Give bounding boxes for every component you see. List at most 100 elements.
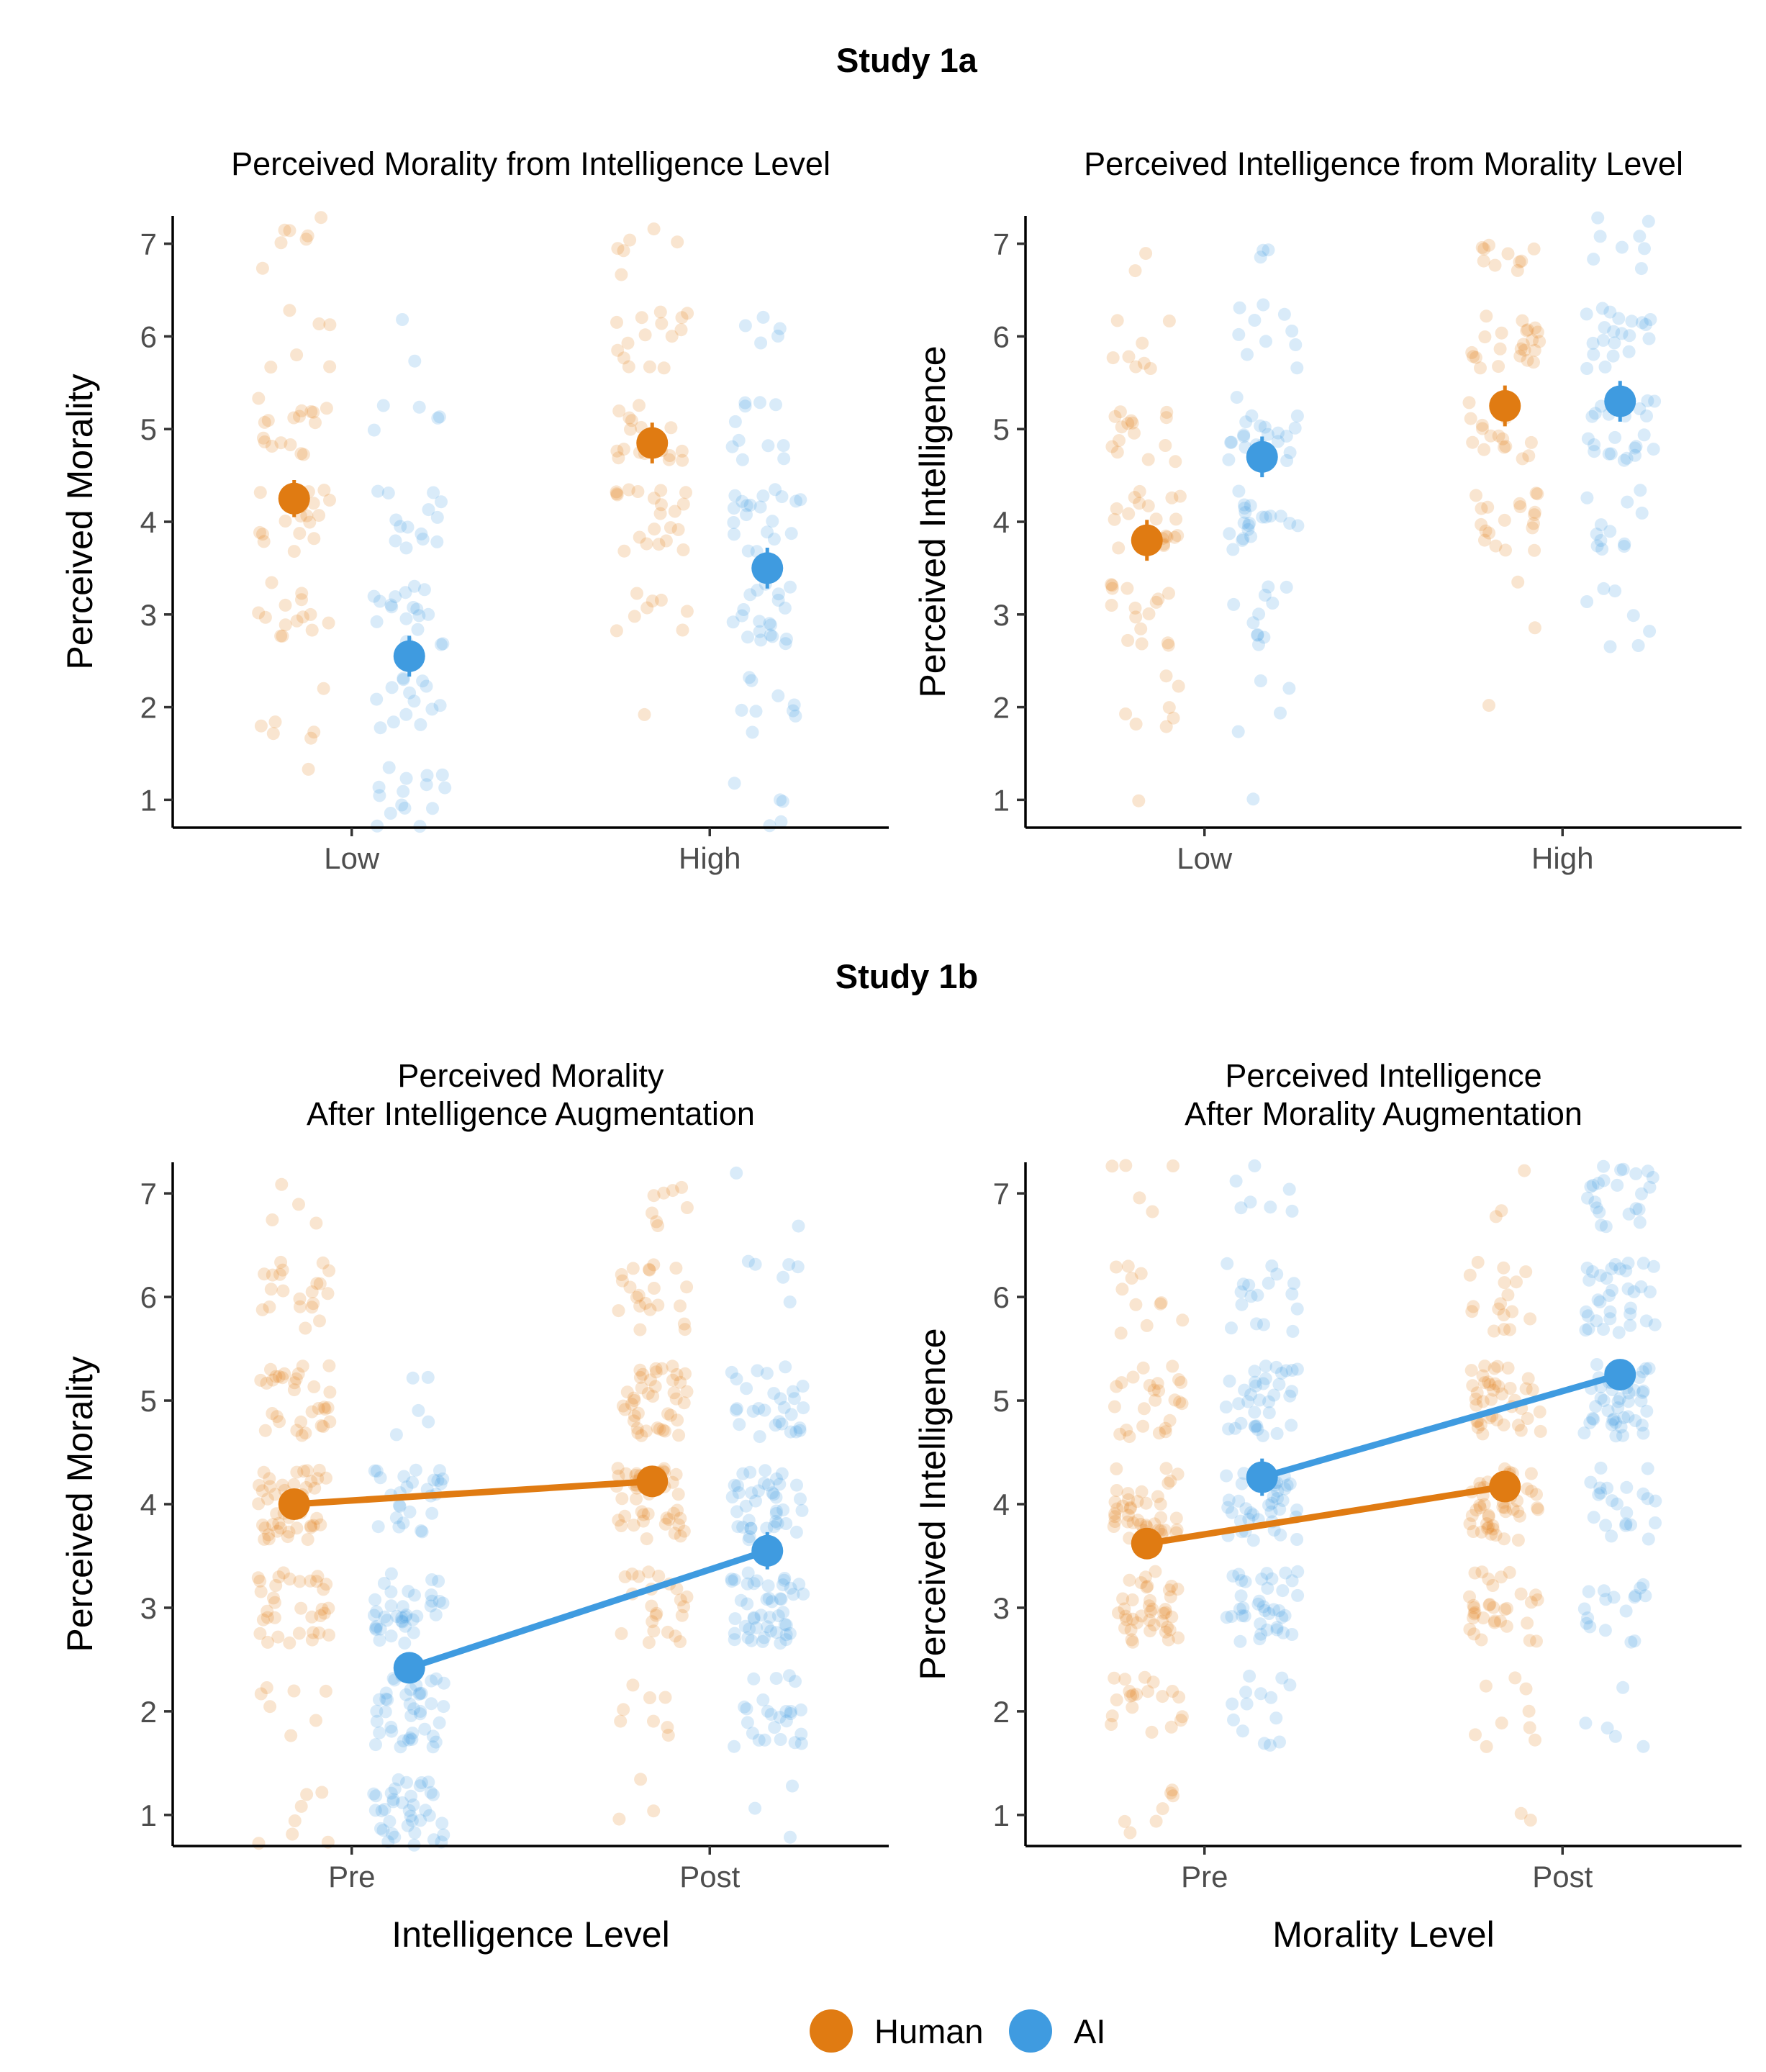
jitter-point-human (1531, 1503, 1545, 1516)
jitter-point-human (1514, 1424, 1528, 1437)
jitter-point-ai (1614, 1420, 1628, 1434)
jitter-point-human (1531, 1593, 1544, 1606)
jitter-point-human (266, 727, 280, 741)
jitter-point-ai (773, 322, 787, 335)
jitter-point-human (1147, 1618, 1161, 1632)
jitter-point-human (670, 1368, 684, 1381)
jitter-point-ai (728, 1633, 741, 1647)
jitter-point-human (1508, 1671, 1522, 1685)
jitter-point-human (1133, 1191, 1146, 1205)
jitter-point-ai (1241, 348, 1254, 361)
jitter-point-ai (1237, 428, 1251, 442)
jitter-point-human (610, 444, 624, 458)
jitter-point-ai (1583, 1620, 1597, 1634)
jitter-point-ai (1583, 1416, 1597, 1429)
jitter-point-ai (403, 1505, 417, 1519)
jitter-point-human (272, 1370, 286, 1383)
jitter-point-human (310, 1511, 324, 1525)
jitter-point-ai (1592, 1177, 1605, 1190)
jitter-point-ai (796, 1380, 810, 1393)
jitter-point-ai (1236, 1277, 1250, 1291)
jitter-point-ai (779, 1619, 793, 1632)
jitter-point-human (1135, 1485, 1149, 1498)
jitter-point-human (1119, 707, 1133, 720)
jitter-point-human (1160, 405, 1174, 419)
y-tick-label: 7 (140, 1177, 157, 1211)
jitter-point-ai (1629, 440, 1643, 453)
jitter-point-ai (771, 1609, 785, 1623)
jitter-point-ai (787, 704, 800, 718)
jitter-point-ai (1259, 510, 1272, 524)
jitter-point-human (1518, 1164, 1531, 1177)
jitter-point-human (309, 1216, 323, 1230)
jitter-point-human (625, 1567, 639, 1581)
jitter-point-human (1482, 1573, 1495, 1586)
jitter-point-ai (725, 1575, 738, 1588)
jitter-point-human (1527, 242, 1541, 255)
jitter-point-ai (368, 1621, 382, 1635)
jitter-point-ai (764, 1624, 778, 1638)
jitter-point-human (1488, 258, 1502, 272)
jitter-point-ai (730, 1372, 743, 1386)
jitter-point-human (1142, 1599, 1156, 1613)
jitter-point-ai (404, 1709, 418, 1722)
jitter-point-ai (1263, 1738, 1277, 1752)
jitter-point-human (1164, 1786, 1177, 1800)
jitter-point-ai (1619, 1264, 1633, 1277)
jitter-point-ai (1238, 498, 1251, 512)
jitter-point-ai (794, 1492, 807, 1506)
jitter-point-ai (738, 1619, 752, 1633)
jitter-point-human (255, 1484, 269, 1498)
jitter-point-ai (373, 1471, 387, 1485)
jitter-point-ai (389, 513, 403, 527)
y-tick-label: 4 (993, 1488, 1010, 1521)
jitter-point-ai (1606, 349, 1620, 363)
jitter-point-human (320, 1471, 332, 1485)
jitter-point-human (1492, 429, 1505, 443)
jitter-point-human (1487, 1383, 1500, 1397)
jitter-point-human (655, 498, 668, 512)
jitter-point-ai (756, 1634, 769, 1648)
jitter-point-human (649, 1609, 663, 1622)
jitter-point-human (273, 1415, 286, 1429)
jitter-point-ai (1612, 1326, 1626, 1339)
jitter-point-human (1482, 699, 1495, 712)
jitter-point-human (1486, 1579, 1500, 1592)
jitter-point-human (671, 235, 684, 249)
jitter-point-human (1121, 1487, 1135, 1501)
jitter-point-ai (1255, 1573, 1269, 1586)
jitter-point-ai (728, 1478, 741, 1492)
jitter-point-ai (1226, 1569, 1240, 1583)
jitter-point-human (1499, 1505, 1513, 1519)
jitter-point-human (257, 535, 271, 548)
jitter-point-ai (1235, 1477, 1249, 1490)
mean-point-ai (393, 1652, 425, 1684)
jitter-point-human (1475, 240, 1489, 254)
jitter-point-ai (1236, 533, 1249, 547)
jitter-point-ai (400, 1775, 413, 1789)
jitter-point-human (1528, 543, 1541, 557)
jitter-point-ai (399, 1609, 413, 1621)
jitter-point-human (1467, 1627, 1481, 1641)
jitter-point-ai (425, 1588, 438, 1602)
jitter-point-ai (1283, 445, 1297, 459)
jitter-point-ai (1270, 1621, 1284, 1634)
jitter-point-human (323, 1385, 337, 1399)
jitter-point-ai (763, 1611, 776, 1624)
jitter-point-ai (426, 1729, 440, 1743)
jitter-point-human (254, 719, 268, 733)
jitter-point-human (1165, 491, 1179, 505)
jitter-point-human (643, 1303, 657, 1316)
jitter-point-human (299, 232, 313, 246)
jitter-point-ai (1577, 1602, 1591, 1616)
mean-line-ai (408, 1547, 769, 1671)
jitter-point-ai (1587, 348, 1600, 361)
jitter-point-ai (1283, 1389, 1297, 1403)
jitter-point-ai (728, 489, 742, 502)
jitter-point-ai (1637, 428, 1651, 442)
jitter-point-ai (1589, 1400, 1603, 1413)
jitter-point-ai (1621, 1282, 1635, 1295)
jitter-point-ai (740, 1702, 753, 1716)
jitter-point-ai (1276, 1493, 1290, 1507)
jitter-point-ai (769, 1626, 783, 1639)
